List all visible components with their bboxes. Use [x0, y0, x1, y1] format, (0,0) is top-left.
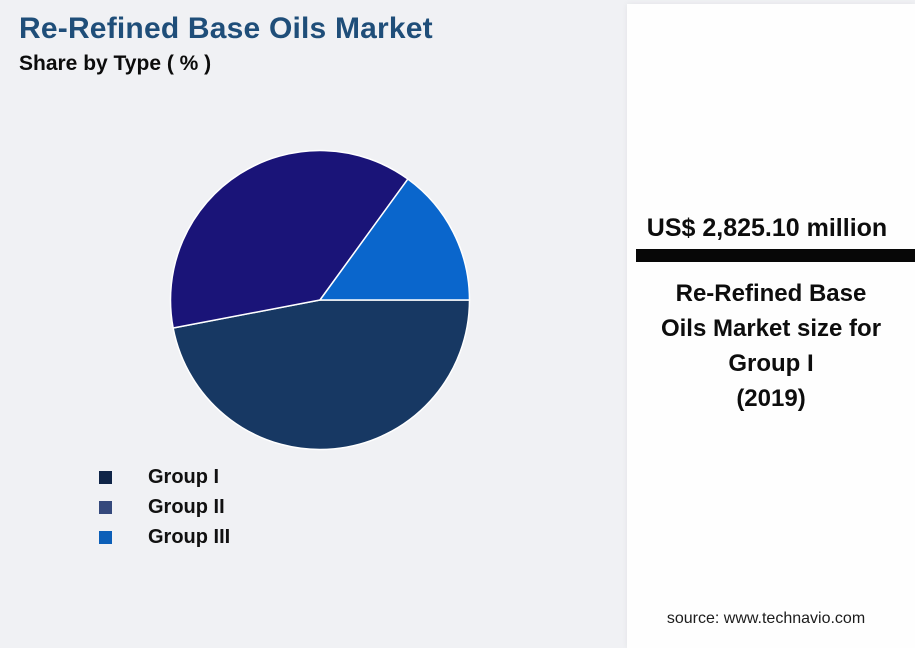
legend-label-group-i: Group I	[148, 465, 220, 488]
chart-legend: Group I Group II Group III	[99, 462, 230, 552]
pie-chart-svg	[169, 149, 471, 451]
legend-swatch-group-iii	[99, 530, 112, 544]
legend-label-group-ii: Group II	[148, 495, 225, 518]
legend-item-group-iii[interactable]: Group III	[99, 522, 230, 552]
chart-header: Re-Refined Base Oils Market Share by Typ…	[19, 12, 433, 76]
market-description: Re-Refined Base Oils Market size for Gro…	[660, 280, 882, 412]
legend-label-group-iii: Group III	[148, 525, 231, 548]
pie-slice-group-ii[interactable]	[169, 149, 409, 329]
source-credit: source: www.technavio.com	[666, 610, 866, 627]
legend-item-group-i[interactable]: Group I	[99, 462, 230, 492]
divider-bar	[636, 249, 915, 262]
highlight-panel: US$ 2,825.10 million Re-Refined Base Oil…	[627, 4, 915, 648]
market-value: US$ 2,825.10 million	[646, 214, 888, 242]
legend-swatch-group-ii	[99, 500, 112, 514]
pie-slice-group-iii[interactable]	[319, 178, 471, 301]
legend-item-group-ii[interactable]: Group II	[99, 492, 230, 522]
pie-chart	[169, 149, 471, 451]
page-subtitle: Share by Type ( % )	[19, 52, 212, 75]
pie-slice-group-i[interactable]	[172, 299, 471, 451]
legend-swatch-group-i	[99, 470, 112, 484]
page-title: Re-Refined Base Oils Market	[19, 12, 433, 45]
